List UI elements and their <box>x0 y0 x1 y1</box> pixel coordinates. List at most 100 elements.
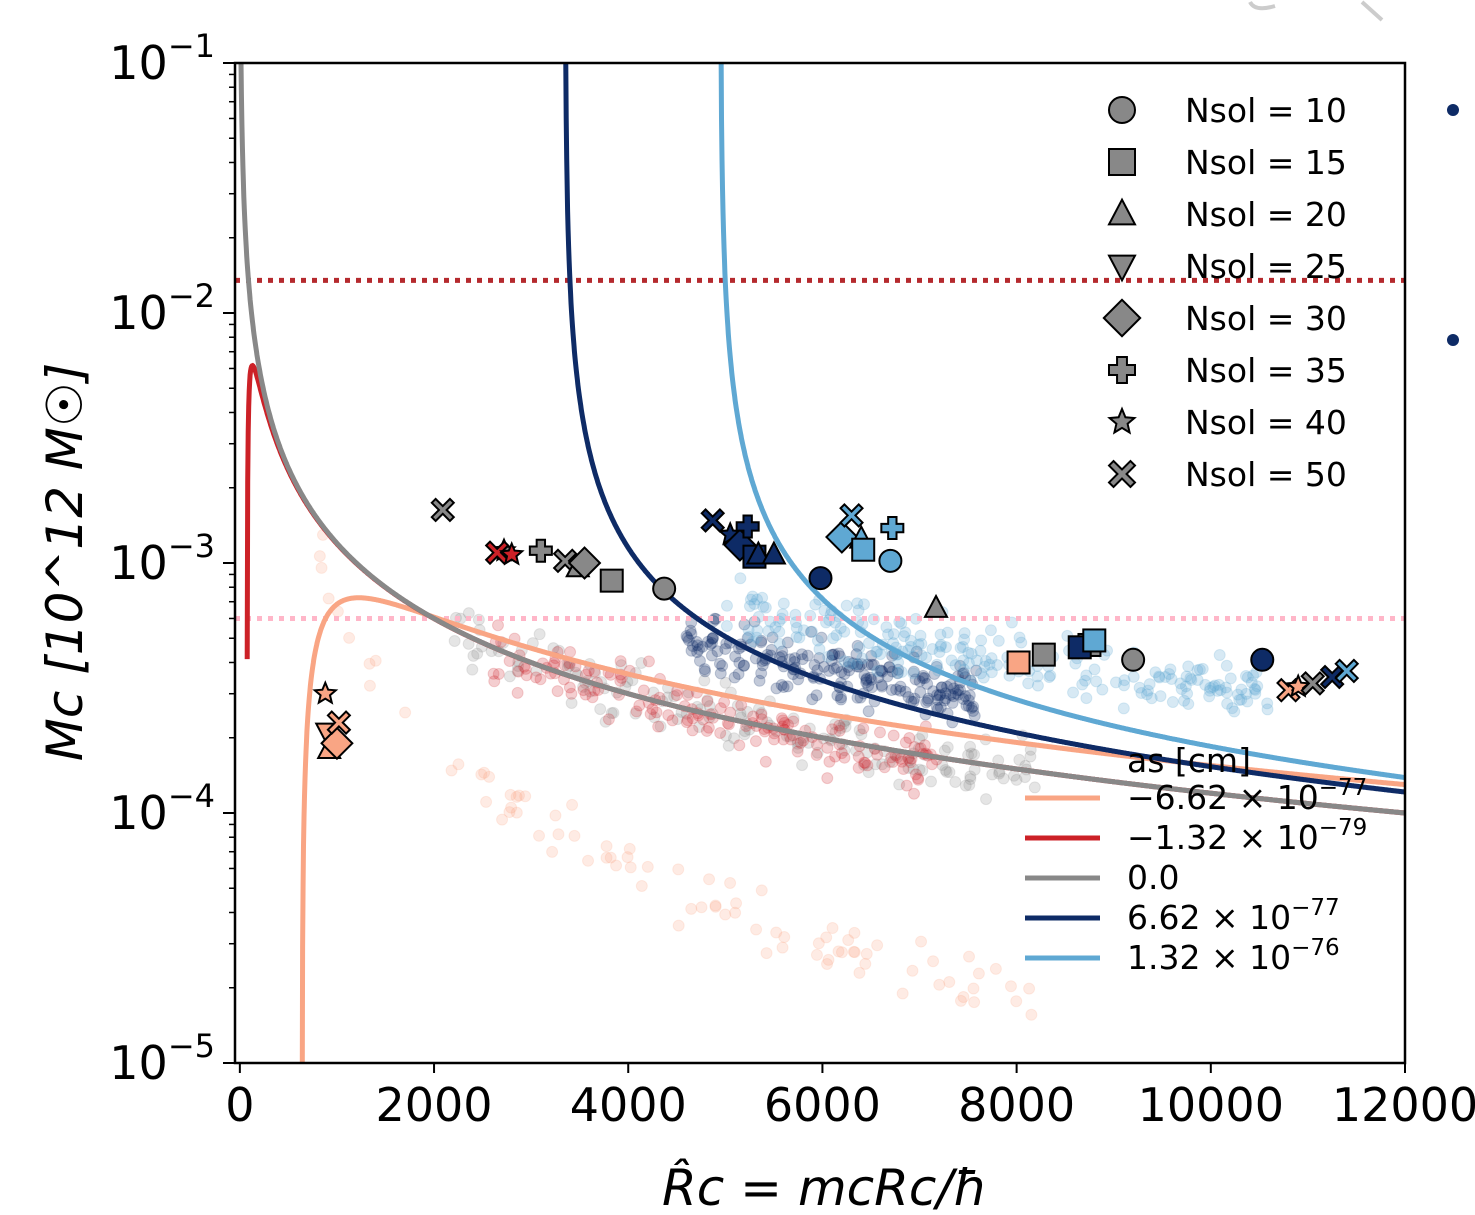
cloud-point <box>935 639 948 652</box>
cloud-point <box>755 708 768 721</box>
cloud-point <box>1013 753 1026 766</box>
cloud-point <box>1226 702 1239 715</box>
cloud-point <box>742 630 755 643</box>
cloud-point <box>965 747 978 760</box>
cloud-point <box>1214 684 1227 697</box>
cloud-point <box>730 897 743 910</box>
data-marker-circle <box>652 576 677 601</box>
cloud-point <box>706 632 719 645</box>
cloud-point <box>927 685 940 698</box>
cloud-point <box>871 748 884 761</box>
cloud-point <box>1163 667 1176 680</box>
cloud-point <box>944 678 957 691</box>
cloud-point <box>1175 683 1188 696</box>
cloud-point <box>1220 686 1233 699</box>
y-tick-label: 10−4 <box>109 777 215 840</box>
cloud-point <box>793 631 806 644</box>
data-marker-x <box>1319 664 1345 690</box>
cloud-point <box>682 634 695 647</box>
data-marker-diamond <box>320 726 354 761</box>
cloud-point <box>809 598 822 611</box>
cloud-point <box>899 685 912 698</box>
cloud-point <box>363 657 376 670</box>
cloud-point <box>777 733 790 746</box>
cloud-point <box>776 645 789 658</box>
x-tick-label: 2000 <box>376 1078 493 1132</box>
cloud-point <box>466 663 479 676</box>
cloud-point <box>1233 694 1246 707</box>
cloud-point <box>1145 692 1158 705</box>
cloud-point <box>939 687 952 700</box>
cloud-point <box>914 686 927 699</box>
cloud-point <box>880 621 893 634</box>
cloud-point <box>686 724 699 737</box>
cloud-point <box>487 667 500 680</box>
cloud-point <box>701 695 714 708</box>
data-marker-x <box>839 503 864 528</box>
cloud-point <box>813 643 826 656</box>
cloud-point <box>941 680 954 693</box>
cloud-point <box>917 669 930 682</box>
cloud-point <box>874 664 887 677</box>
cloud-point <box>1117 702 1130 715</box>
curve-legend-label: −6.62 × 10−77 <box>1127 775 1367 817</box>
cloud-point <box>1067 686 1080 699</box>
data-marker-triangle-up <box>761 540 787 565</box>
cloud-point <box>853 724 866 737</box>
cloud-point <box>579 688 592 701</box>
cloud-point <box>711 645 724 658</box>
cloud-point <box>750 923 763 936</box>
cloud-point <box>749 735 762 748</box>
cloud-point <box>755 706 768 719</box>
cloud-point <box>835 946 848 959</box>
curve-legend-label: 6.62 × 10−77 <box>1127 895 1340 937</box>
model-curve <box>299 595 1405 1063</box>
cloud-point <box>822 650 835 663</box>
data-marker-diamond <box>567 546 602 580</box>
cloud-point <box>760 947 773 960</box>
cloud-point <box>918 672 931 685</box>
cloud-point <box>899 736 912 749</box>
cloud-point <box>488 675 501 688</box>
cloud-point <box>635 657 648 670</box>
cloud-point <box>962 694 975 707</box>
cloud-point <box>894 684 907 697</box>
cloud-point <box>1043 671 1056 684</box>
cloud-point <box>985 666 998 679</box>
cloud-point <box>551 685 564 698</box>
cloud-point <box>853 641 866 654</box>
cloud-point <box>927 955 940 968</box>
cloud-point <box>835 747 848 760</box>
cloud-point <box>1249 683 1262 696</box>
cloud-point <box>983 658 996 671</box>
cloud-point <box>811 746 824 759</box>
cloud-point <box>1191 673 1204 686</box>
cloud-point <box>908 692 921 705</box>
cloud-point <box>363 679 376 692</box>
cloud-point <box>949 775 962 788</box>
cloud-point <box>600 840 613 853</box>
cloud-point <box>637 684 650 697</box>
cloud-point <box>902 761 915 774</box>
cloud-point <box>825 654 838 667</box>
cloud-point <box>693 721 706 734</box>
y-tick-label: 10−3 <box>109 527 215 590</box>
cloud-point <box>696 640 709 653</box>
cloud-point <box>945 654 958 667</box>
cloud-point <box>1135 686 1148 699</box>
cloud-point <box>1247 669 1260 682</box>
cloud-point <box>744 593 757 606</box>
cloud-point <box>1031 670 1044 683</box>
cloud-point <box>865 673 878 686</box>
cloud-point <box>815 631 828 644</box>
cloud-point <box>584 685 597 698</box>
cloud-point <box>742 624 755 637</box>
data-marker-circle <box>808 566 833 591</box>
cloud-point <box>1141 684 1154 697</box>
cloud-point <box>934 640 947 653</box>
cloud-point <box>847 657 860 670</box>
x-tick-label: 0 <box>225 1078 254 1132</box>
cloud-point <box>944 688 957 701</box>
cloud-point <box>1239 670 1252 683</box>
cloud-point <box>921 694 934 707</box>
